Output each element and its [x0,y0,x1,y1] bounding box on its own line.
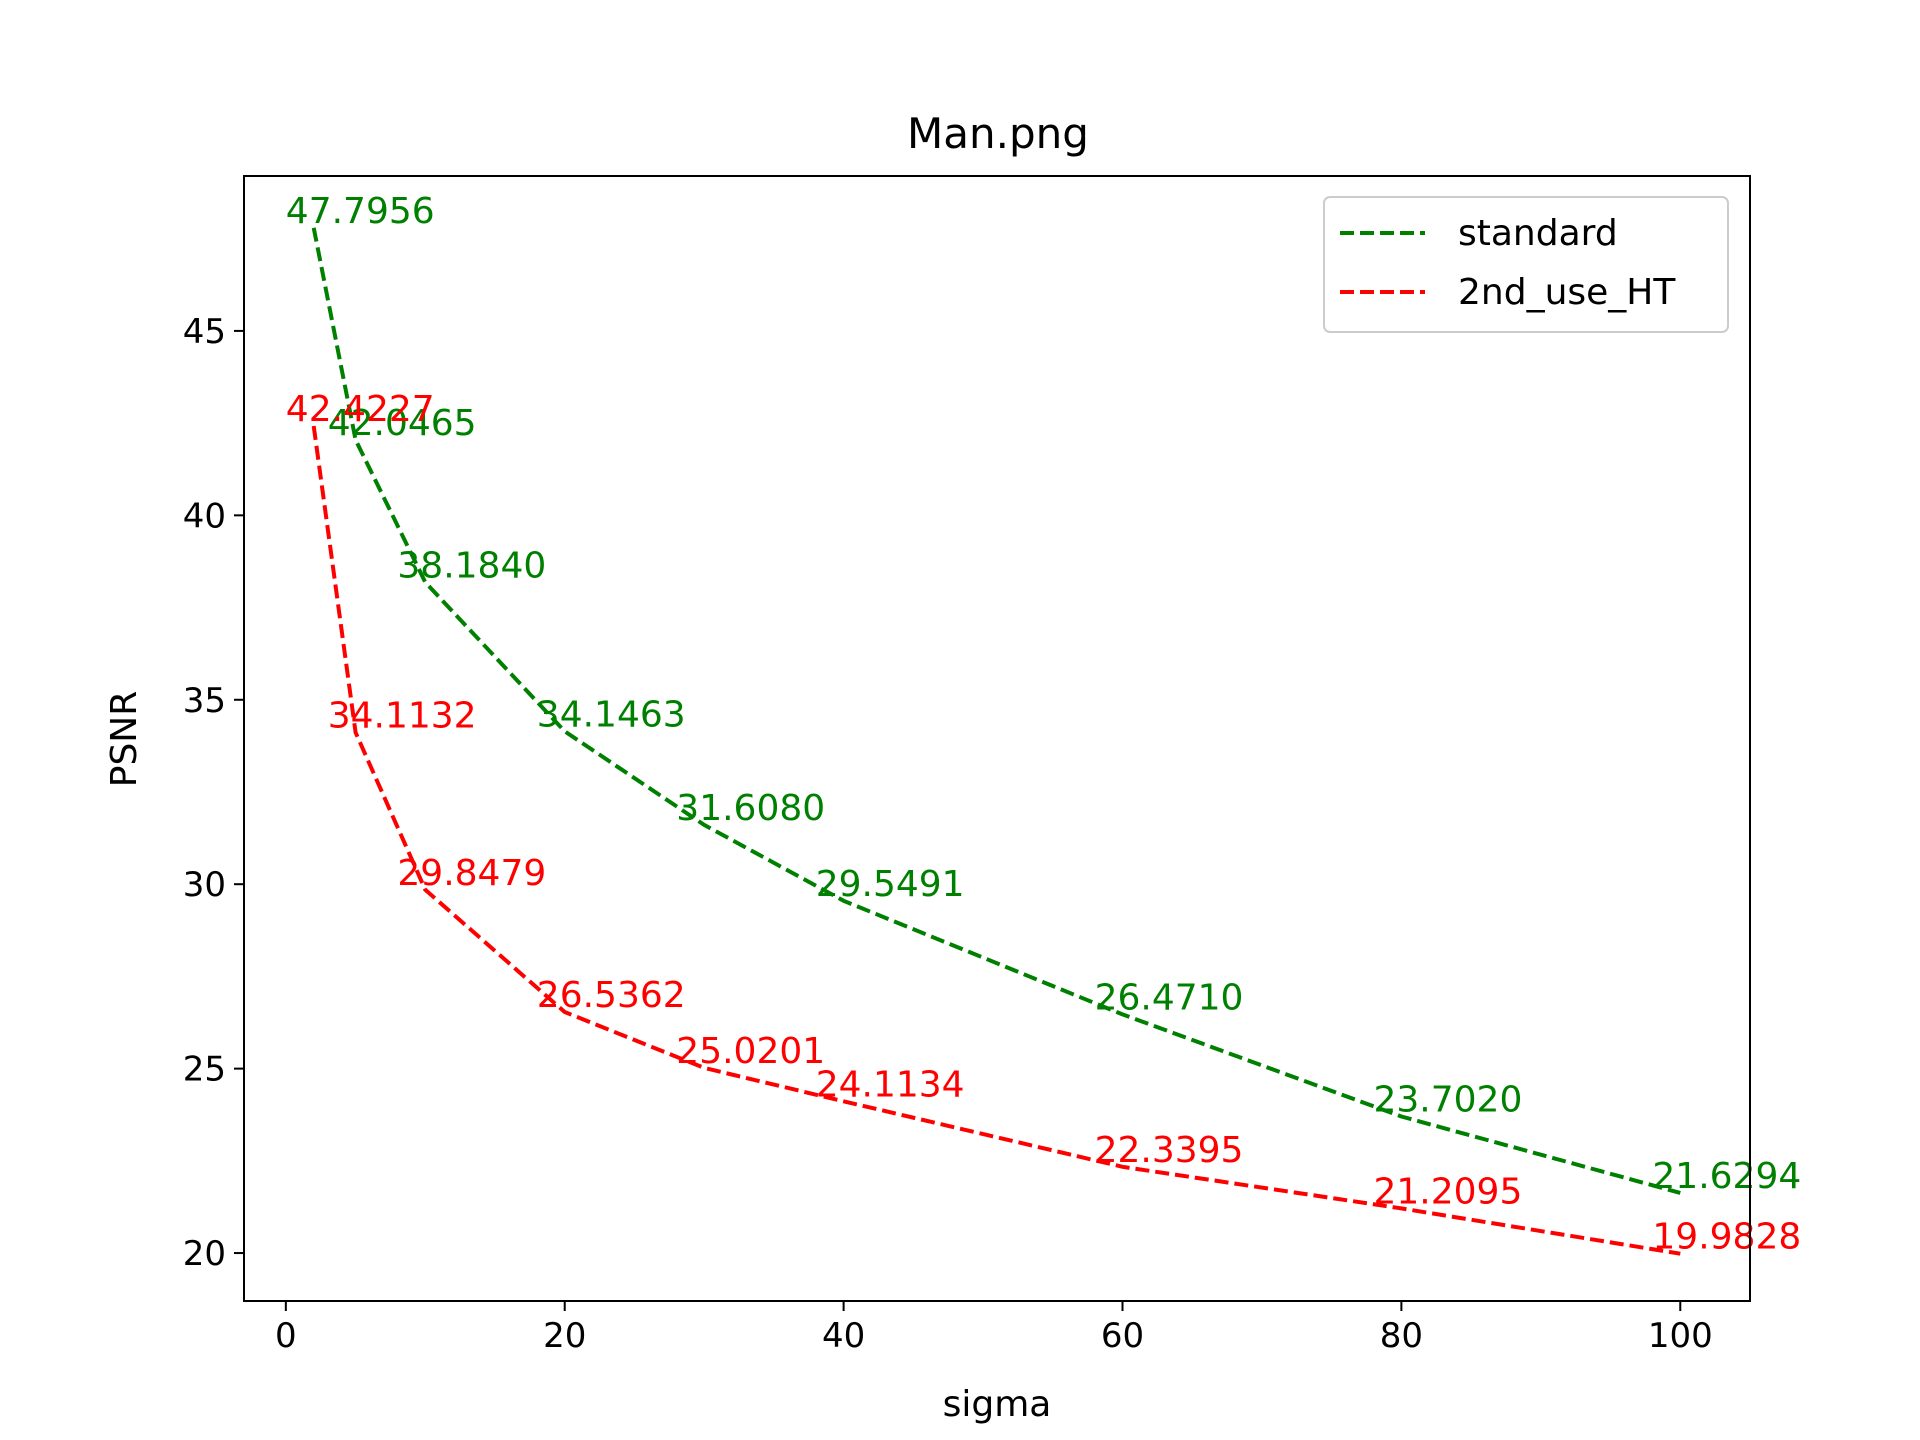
series-layer [311,227,1681,1256]
x-tick-label: 40 [822,1316,865,1356]
data-label: 42.0465 [328,403,477,444]
data-label: 23.7020 [1374,1080,1523,1121]
data-label: 34.1132 [328,696,477,737]
legend: standard 2nd_use_HT [1323,196,1729,333]
y-tick-label: 25 [183,1050,226,1090]
chart-title: Man.png [907,109,1089,158]
plot-frame [243,175,1751,1302]
data-label: 29.8479 [397,853,546,894]
legend-label-2nd-use-ht: 2nd_use_HT [1458,272,1676,313]
data-label: 25.0201 [676,1031,825,1072]
y-tick-label: 35 [183,681,226,721]
data-label: 24.1134 [816,1064,965,1105]
y-tick-label: 30 [183,865,226,905]
data-label: 26.4710 [1095,977,1244,1018]
legend-box [1323,196,1729,333]
data-label: 21.6294 [1652,1156,1801,1197]
data-label: 26.5362 [537,975,686,1016]
y-axis-label: PSNR [104,691,145,788]
data-label: 29.5491 [816,864,965,905]
y-tick-label: 45 [183,312,226,352]
x-tick-label: 0 [275,1316,297,1356]
data-label: 31.6080 [676,788,825,829]
data-label: 21.2095 [1374,1171,1523,1212]
data-label: 22.3395 [1095,1130,1244,1171]
x-tick-label: 60 [1101,1316,1144,1356]
data-label: 47.7956 [286,191,435,232]
data-label: 38.1840 [397,545,546,586]
y-axis-ticks: 20 25 30 35 40 45 [183,312,244,1274]
x-tick-label: 100 [1648,1316,1713,1356]
x-axis-ticks: 0 20 40 60 80 100 [275,1301,1713,1356]
x-tick-label: 80 [1380,1316,1423,1356]
series-line-standard [311,227,1681,1195]
data-label: 19.9828 [1652,1217,1801,1258]
x-tick-label: 20 [543,1316,586,1356]
y-tick-label: 20 [183,1234,226,1274]
legend-label-standard: standard [1458,213,1618,254]
data-label-layer: 47.7956 42.0465 38.1840 34.1463 31.6080 29.54… [286,191,1801,1258]
y-tick-label: 40 [183,496,226,536]
data-label: 42.4227 [286,389,435,430]
series-line-2nd-use-ht [311,425,1681,1256]
data-label: 34.1463 [537,694,686,735]
x-axis-label: sigma [943,1384,1052,1425]
